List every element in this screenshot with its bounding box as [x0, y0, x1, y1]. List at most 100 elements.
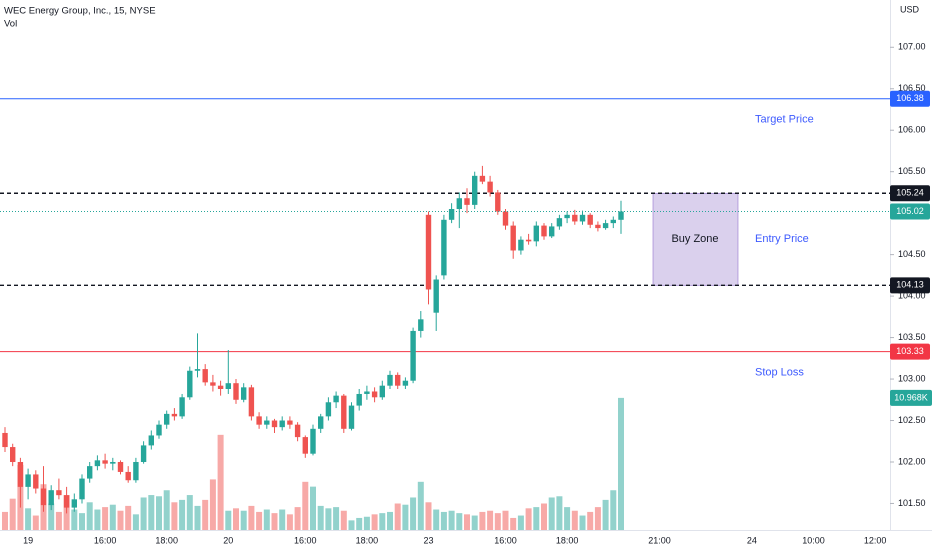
candle-body [94, 460, 101, 467]
volume-bar [610, 490, 617, 530]
volume-bar [333, 507, 340, 530]
candle-body [402, 380, 409, 386]
candle-body [410, 330, 416, 381]
x-tick-label: 16:00 [94, 535, 117, 545]
x-tick-label: 16:00 [294, 535, 317, 545]
candle-body [210, 382, 216, 386]
volume-bar [379, 513, 386, 530]
level-text: Stop Loss [755, 367, 804, 379]
candle-body [256, 416, 262, 425]
candle-body [348, 405, 355, 429]
volume-bar [363, 516, 370, 530]
candle-body [333, 395, 339, 403]
buy-zone-label: Buy Zone [671, 233, 718, 245]
volume-bar [587, 511, 594, 530]
volume-bar [502, 510, 509, 530]
volume-bar [256, 511, 263, 530]
level-price-box [890, 277, 930, 294]
y-tick-label: 102.50 [898, 415, 926, 425]
candle-body [302, 437, 308, 454]
volume-bar [510, 517, 517, 530]
candle-body [87, 466, 93, 479]
candle-body [279, 420, 285, 428]
candle-body [79, 478, 85, 500]
candle-body [387, 374, 393, 386]
volume-bar [233, 508, 239, 530]
candle-body [556, 218, 563, 227]
volume-bar [402, 504, 409, 530]
volume-bar [225, 510, 232, 530]
candle-body [71, 499, 77, 508]
volume-bar [156, 496, 162, 530]
candle-body [441, 219, 447, 276]
volume-bar [448, 510, 455, 530]
volume-bar [48, 503, 55, 530]
volume-bar [271, 513, 278, 530]
y-tick-label: 103.00 [898, 373, 926, 383]
candle-body [587, 214, 593, 225]
candle-body [518, 239, 524, 251]
volume-bar [487, 510, 494, 530]
candle-body [310, 428, 316, 454]
candle-body [217, 385, 224, 389]
y-tick-label: 104.50 [898, 249, 926, 259]
candle-body [194, 369, 201, 371]
volume-bar [102, 507, 109, 530]
candle-body [525, 239, 532, 242]
volume-bar [517, 515, 524, 530]
candle-body [63, 495, 70, 508]
level-price-label: 104.13 [896, 280, 924, 290]
candle-body [425, 214, 432, 290]
candle-body [579, 214, 586, 222]
x-tick-label: 19 [23, 535, 33, 545]
candle-body [418, 319, 424, 331]
candle-body [48, 490, 54, 506]
volume-bar [325, 508, 332, 530]
candle-body [179, 397, 185, 417]
candle-body [371, 391, 378, 398]
candle-body [610, 219, 616, 224]
candle-body [2, 432, 8, 448]
volume-bar [163, 490, 170, 530]
candle-body [364, 391, 370, 394]
last-price-box [890, 203, 930, 220]
candle-body [533, 225, 539, 242]
volume-bar [479, 511, 486, 530]
volume-bar [179, 499, 186, 530]
volume-bar [125, 505, 132, 530]
volume-bar [433, 509, 440, 530]
volume-bar [148, 495, 155, 530]
candle-body [140, 445, 147, 462]
volume-bar [548, 497, 555, 530]
candle-body [233, 383, 239, 400]
last-volume-box [890, 389, 932, 406]
volume-bar [618, 397, 624, 530]
x-tick-label: 10:00 [802, 535, 825, 545]
y-tick-label: 102.00 [898, 456, 926, 466]
volume-bar [602, 499, 609, 530]
candle-body [248, 387, 255, 417]
volume-bar [525, 508, 532, 530]
level-text: Target Price [755, 114, 814, 126]
candle-body [117, 461, 124, 472]
candle-body [510, 225, 516, 251]
y-tick-label: 107.00 [898, 42, 926, 52]
volume-bar [186, 495, 193, 530]
candle-body [287, 420, 293, 425]
candle-body [433, 279, 439, 313]
volume-bar [348, 520, 355, 530]
candle-body [341, 395, 347, 429]
y-tick-label: 105.50 [898, 166, 926, 176]
volume-bar [263, 509, 270, 530]
x-tick-label: 20 [223, 535, 233, 545]
y-tick-label: 104.00 [898, 290, 926, 300]
volume-bar [140, 497, 147, 530]
candle-body [33, 474, 39, 489]
volume-bar [286, 514, 293, 530]
x-tick-label: 23 [423, 535, 433, 545]
volume-bar [217, 434, 224, 530]
volume-bar [310, 486, 316, 530]
candle-body [325, 402, 332, 417]
